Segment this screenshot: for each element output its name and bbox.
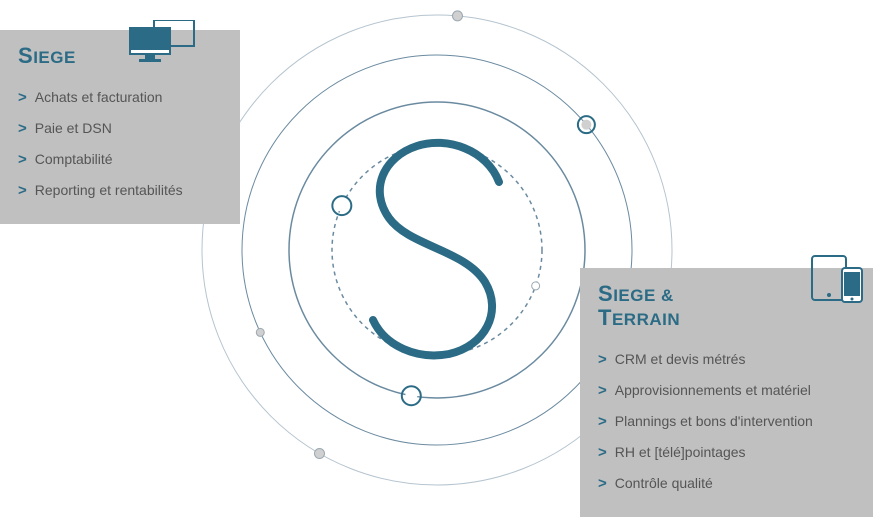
list-item-label: RH et [télé]pointages (615, 444, 746, 460)
list-item-label: CRM et devis métrés (615, 351, 746, 367)
chevron-right-icon: > (598, 351, 607, 368)
list-item: > Paie et DSN (18, 113, 222, 144)
list-item-label: Plannings et bons d'intervention (615, 413, 813, 429)
panel-siege: SIEGE >Achats et facturation>Paie et DSN… (0, 30, 240, 224)
list-item-label: Paie et DSN (35, 120, 112, 136)
list-item-label: Approvisionnements et matériel (615, 382, 811, 398)
list-item-label: Reporting et rentabilités (35, 182, 183, 198)
desktop-monitor-icon (128, 20, 198, 64)
list-item: > Reporting et rentabilités (18, 175, 222, 206)
list-item: > RH et [télé]pointages (598, 437, 855, 468)
chevron-right-icon: > (598, 413, 607, 430)
list-item: > Achats et facturation (18, 82, 222, 113)
list-item: > Plannings et bons d'intervention (598, 406, 855, 437)
item-list-siege-terrain: > CRM et devis métrés > Approvisionnements … (598, 344, 855, 499)
list-item: > Comptabilité (18, 144, 222, 175)
list-item-label: Contrôle qualité (615, 475, 713, 491)
chevron-right-icon: > (598, 382, 607, 399)
chevron-right-icon: > (18, 182, 27, 199)
item-list-siege: > Achats et facturation > Paie et DSN > Compt… (18, 82, 222, 206)
chevron-right-icon: > (598, 444, 607, 461)
list-item: > Contrôle qualité (598, 468, 855, 499)
list-item: > CRM et devis métrés (598, 344, 855, 375)
panel-siege-terrain: SIEGE &TERRAIN >CRM et devis métrés>Appr… (580, 268, 873, 517)
chevron-right-icon: > (18, 151, 27, 168)
list-item: > Approvisionnements et matériel (598, 375, 855, 406)
chevron-right-icon: > (598, 475, 607, 492)
chevron-right-icon: > (18, 120, 27, 137)
chevron-right-icon: > (18, 89, 27, 106)
list-item-label: Achats et facturation (35, 89, 163, 105)
tablet-phone-icon (810, 254, 868, 304)
list-item-label: Comptabilité (35, 151, 113, 167)
